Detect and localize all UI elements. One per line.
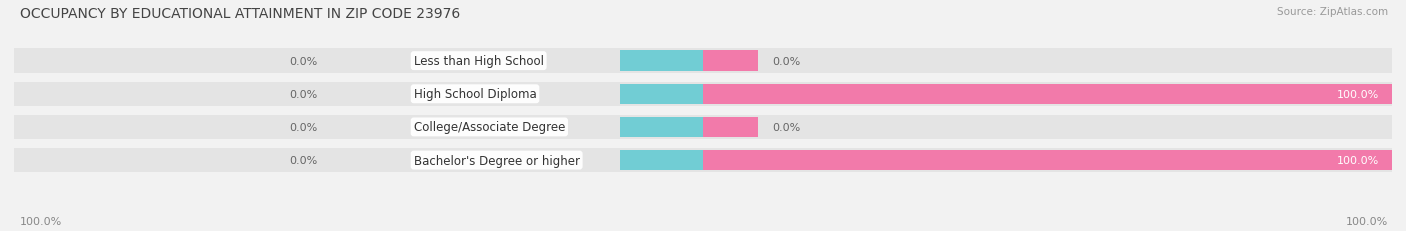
Text: Source: ZipAtlas.com: Source: ZipAtlas.com (1277, 7, 1388, 17)
Text: Less than High School: Less than High School (413, 55, 544, 68)
Text: High School Diploma: High School Diploma (413, 88, 537, 101)
Text: Bachelor's Degree or higher: Bachelor's Degree or higher (413, 154, 579, 167)
Bar (620, 51, 703, 72)
Bar (620, 150, 703, 171)
Bar (620, 84, 703, 105)
Bar (703, 150, 1392, 171)
Bar (703, 117, 758, 138)
Bar (703, 84, 1392, 105)
Bar (14, 115, 1392, 140)
Text: 0.0%: 0.0% (290, 56, 318, 66)
Bar (14, 49, 1392, 74)
Text: 100.0%: 100.0% (1336, 155, 1379, 165)
Text: College/Associate Degree: College/Associate Degree (413, 121, 565, 134)
Bar (703, 51, 758, 72)
Text: 0.0%: 0.0% (290, 155, 318, 165)
Text: OCCUPANCY BY EDUCATIONAL ATTAINMENT IN ZIP CODE 23976: OCCUPANCY BY EDUCATIONAL ATTAINMENT IN Z… (20, 7, 460, 21)
Text: 0.0%: 0.0% (290, 122, 318, 132)
Bar (620, 117, 703, 138)
Text: 100.0%: 100.0% (1336, 89, 1379, 99)
Bar (14, 82, 1392, 106)
Text: 100.0%: 100.0% (20, 216, 62, 226)
Text: 0.0%: 0.0% (772, 122, 800, 132)
Text: 100.0%: 100.0% (1346, 216, 1388, 226)
Bar (14, 148, 1392, 173)
Text: 0.0%: 0.0% (772, 56, 800, 66)
Text: 0.0%: 0.0% (290, 89, 318, 99)
